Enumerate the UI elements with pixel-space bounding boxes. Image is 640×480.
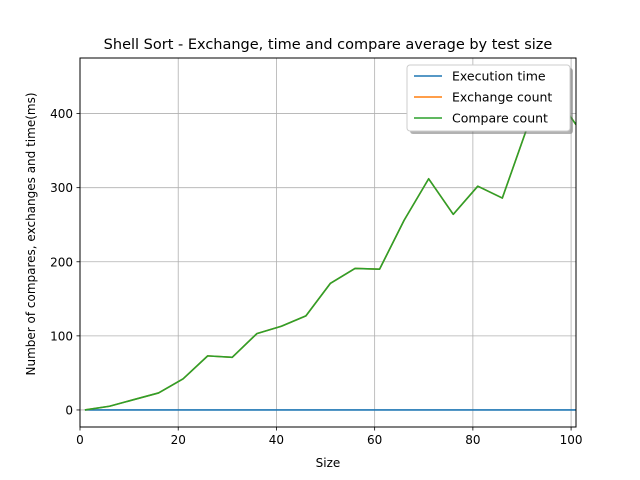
y-tick-label: 300 [50, 181, 73, 195]
legend-items: Execution time Exchange count Compare coun… [414, 69, 552, 126]
chart-title: Shell Sort - Exchange, time and compare … [104, 37, 553, 53]
x-tick-label: 100 [560, 433, 583, 447]
y-tick-label: 100 [50, 329, 73, 343]
series-lines [84, 88, 576, 411]
legend: Execution time Exchange count Compare coun… [406, 64, 573, 134]
x-tick-label: 0 [76, 433, 84, 447]
axes-frame [79, 57, 577, 428]
legend-label: Compare count [452, 111, 548, 126]
y-tick-label: 200 [50, 255, 73, 269]
x-tick-label: 60 [367, 433, 382, 447]
legend-label: Exchange count [452, 90, 552, 105]
x-tick-label: 20 [171, 433, 186, 447]
y-tick-label: 0 [65, 403, 73, 417]
legend-label: Execution time [452, 69, 546, 84]
y-tick-label: 400 [50, 107, 73, 121]
x-axis-label: Size [316, 456, 341, 470]
series-line-compare-count [84, 88, 576, 411]
y-axis-label: Number of compares, exchanges and time(m… [24, 92, 38, 375]
x-tick-label: 40 [269, 433, 284, 447]
x-tick-label: 80 [465, 433, 480, 447]
y-axis-ticks: 0 100 200 300 400 [50, 107, 80, 417]
x-axis-ticks: 0 20 40 60 80 100 [76, 427, 583, 447]
legend-box [406, 64, 571, 132]
